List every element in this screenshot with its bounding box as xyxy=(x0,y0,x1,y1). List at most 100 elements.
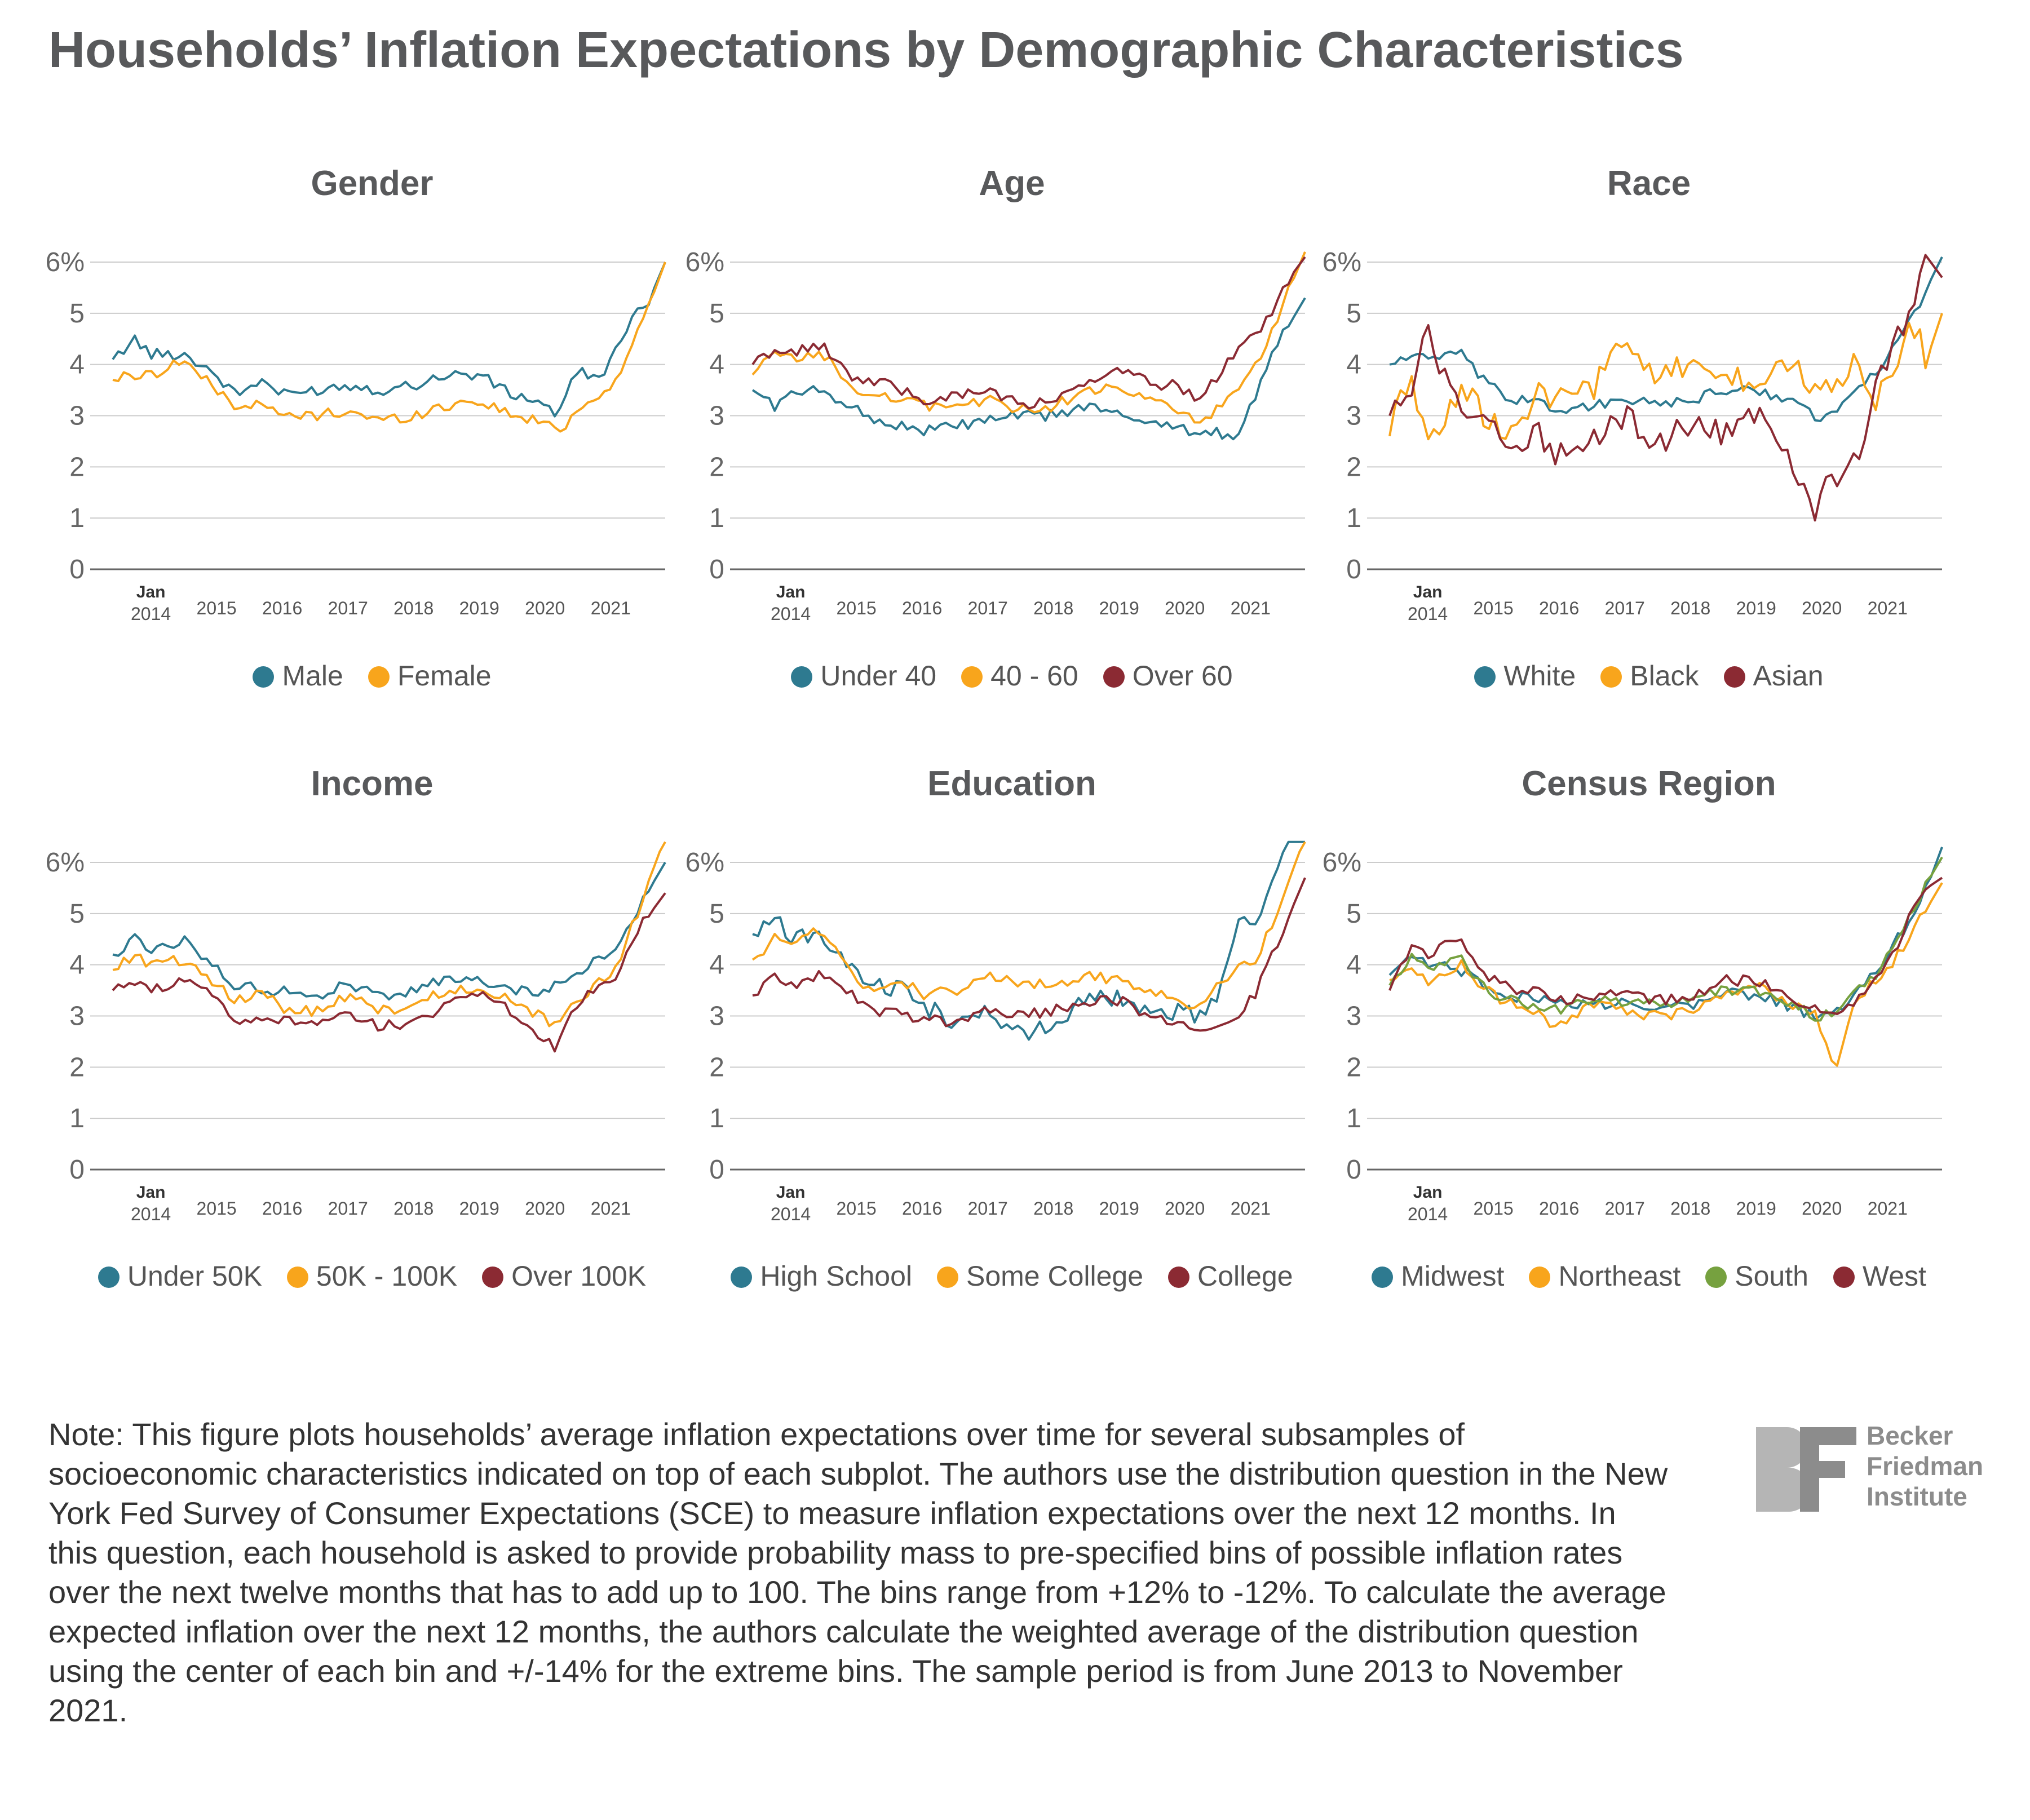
x-tick-label: 2014 xyxy=(1408,1204,1448,1224)
legend-item-south: South xyxy=(1705,1260,1808,1292)
y-tick-label: 1 xyxy=(709,503,724,533)
x-tick-label: 2021 xyxy=(1231,598,1271,618)
x-tick-month: Jan xyxy=(1413,583,1443,601)
x-tick-label: 2017 xyxy=(328,598,368,618)
x-tick-label: 2016 xyxy=(262,598,302,618)
logo-line-friedman: Friedman xyxy=(1867,1451,1984,1481)
y-tick-label: 5 xyxy=(709,899,724,929)
legend-label: 50K - 100K xyxy=(316,1260,458,1292)
y-tick-label: 5 xyxy=(1346,299,1361,329)
series-line-west xyxy=(1388,876,1943,1015)
legend-item-northeast: Northeast xyxy=(1529,1260,1680,1292)
x-tick-label: 2018 xyxy=(393,598,434,618)
y-tick-label: 6% xyxy=(685,247,724,277)
y-tick-label: 3 xyxy=(709,1002,724,1031)
x-tick-label: 2018 xyxy=(1033,598,1073,618)
legend-dot-icon xyxy=(1372,1267,1394,1288)
panel-title: Income xyxy=(311,764,434,803)
legend-label: Northeast xyxy=(1558,1260,1681,1292)
legend-dot-icon xyxy=(368,666,390,688)
x-tick-label: 2020 xyxy=(1802,598,1842,618)
legend-dot-icon xyxy=(1723,666,1745,688)
y-tick-label: 3 xyxy=(69,1002,85,1031)
series-line-high-school xyxy=(752,840,1305,1041)
x-tick-label: 2017 xyxy=(968,1198,1008,1219)
x-tick-label: 2019 xyxy=(1099,598,1139,618)
chart-panel-education: Education 0 1 2 3 4 5 6% Jan 2014 2015 2016 2017 2018… xyxy=(679,764,1345,1350)
line-chart-census-region: 0 1 2 3 4 5 6% Jan 2014 2015 2016 2017 2018 2019 2020 2… xyxy=(1323,847,1943,1224)
chart-panel-census-region: Census Region 0 1 2 3 4 5 6% Jan 2014 2015 2016 2017… xyxy=(1316,764,1982,1350)
series-line-some-college xyxy=(751,841,1306,1010)
legend-label: South xyxy=(1735,1260,1808,1292)
x-tick-label: 2014 xyxy=(771,604,811,624)
x-tick-month: Jan xyxy=(136,1183,166,1202)
series-line-college xyxy=(752,877,1306,1032)
chart-panel-race: Race 0 1 2 3 4 5 6% Jan 2014 2015 2016 2017 2018 2019 2… xyxy=(1316,163,1982,750)
x-tick-month: Jan xyxy=(136,583,166,601)
legend-label: 40 - 60 xyxy=(990,660,1078,692)
x-tick-label: 2016 xyxy=(902,1198,942,1219)
legend-item-midwest: Midwest xyxy=(1372,1260,1504,1292)
y-tick-label: 5 xyxy=(1346,899,1361,929)
bfi-logo: Becker Friedman Institute xyxy=(1756,1420,2015,1533)
y-tick-label: 0 xyxy=(69,1155,85,1185)
legend-item-high-school: High School xyxy=(731,1260,912,1292)
legend-label: Midwest xyxy=(1401,1260,1505,1292)
x-tick-label: 2017 xyxy=(1605,1198,1645,1219)
x-tick-label: 2020 xyxy=(1165,1198,1205,1219)
x-tick-label: 2018 xyxy=(1670,598,1710,618)
y-tick-label: 4 xyxy=(709,950,724,980)
y-tick-label: 4 xyxy=(1346,950,1361,980)
x-tick-label: 2016 xyxy=(262,1198,302,1219)
logo-line-becker: Becker xyxy=(1867,1421,1953,1450)
y-tick-label: 3 xyxy=(1346,1002,1361,1031)
legend-item-under-50k: Under 50K xyxy=(98,1260,262,1292)
figure-title: Households’ Inflation Expectations by De… xyxy=(48,22,1684,78)
legend-item-asian: Asian xyxy=(1723,659,1824,692)
legend-dot-icon xyxy=(1168,1267,1190,1288)
legend-item-some-college: Some College xyxy=(936,1260,1143,1292)
y-tick-label: 0 xyxy=(69,555,85,584)
x-tick-label: 2015 xyxy=(1474,1198,1514,1219)
y-tick-label: 4 xyxy=(709,350,724,380)
figure-note: Note: This figure plots households’ aver… xyxy=(48,1416,1668,1728)
y-tick-label: 6% xyxy=(685,848,724,878)
logo-line-institute: Institute xyxy=(1867,1482,1967,1511)
y-tick-label: 2 xyxy=(69,1052,85,1082)
x-tick-label: 2014 xyxy=(131,604,171,624)
series-line-under-40 xyxy=(751,297,1306,441)
y-tick-label: 3 xyxy=(69,401,85,431)
y-tick-label: 1 xyxy=(69,1104,85,1133)
y-tick-label: 6% xyxy=(46,848,85,878)
legend-dot-icon xyxy=(1705,1267,1727,1288)
y-tick-label: 5 xyxy=(709,299,724,329)
series-line-black xyxy=(1388,313,1943,441)
x-tick-label: 2021 xyxy=(1868,598,1908,618)
y-tick-label: 1 xyxy=(69,503,85,533)
x-tick-label: 2020 xyxy=(525,1198,565,1219)
x-tick-label: 2015 xyxy=(837,598,877,618)
legend-label: West xyxy=(1862,1260,1926,1292)
y-tick-label: 2 xyxy=(69,452,85,482)
x-tick-label: 2020 xyxy=(1802,1198,1842,1219)
x-tick-label: 2018 xyxy=(1670,1198,1710,1219)
series-line-northeast xyxy=(1389,882,1943,1067)
series-line-over-100k xyxy=(112,892,666,1053)
y-tick-label: 0 xyxy=(1346,555,1361,584)
legend-label: Over 60 xyxy=(1132,660,1233,692)
chart-legend: White Black Asian xyxy=(1316,659,1982,692)
y-tick-label: 0 xyxy=(709,1155,724,1185)
chart-legend: Midwest Northeast South West xyxy=(1316,1260,1982,1292)
y-tick-label: 1 xyxy=(709,1104,724,1133)
panel-title: Education xyxy=(927,764,1096,803)
legend-label: Female xyxy=(397,660,492,692)
line-chart-income: 0 1 2 3 4 5 6% Jan 2014 2015 2016 2017 2018 2019 2020 2… xyxy=(46,841,666,1224)
legend-item-college: College xyxy=(1168,1260,1293,1292)
x-tick-label: 2017 xyxy=(968,598,1008,618)
legend-item-male: Male xyxy=(253,659,343,692)
series-line-asian xyxy=(1388,254,1943,522)
y-tick-label: 3 xyxy=(709,401,724,431)
x-tick-label: 2014 xyxy=(771,1204,811,1224)
legend-dot-icon xyxy=(1529,1267,1551,1288)
legend-item-over-100k: Over 100K xyxy=(482,1260,646,1292)
